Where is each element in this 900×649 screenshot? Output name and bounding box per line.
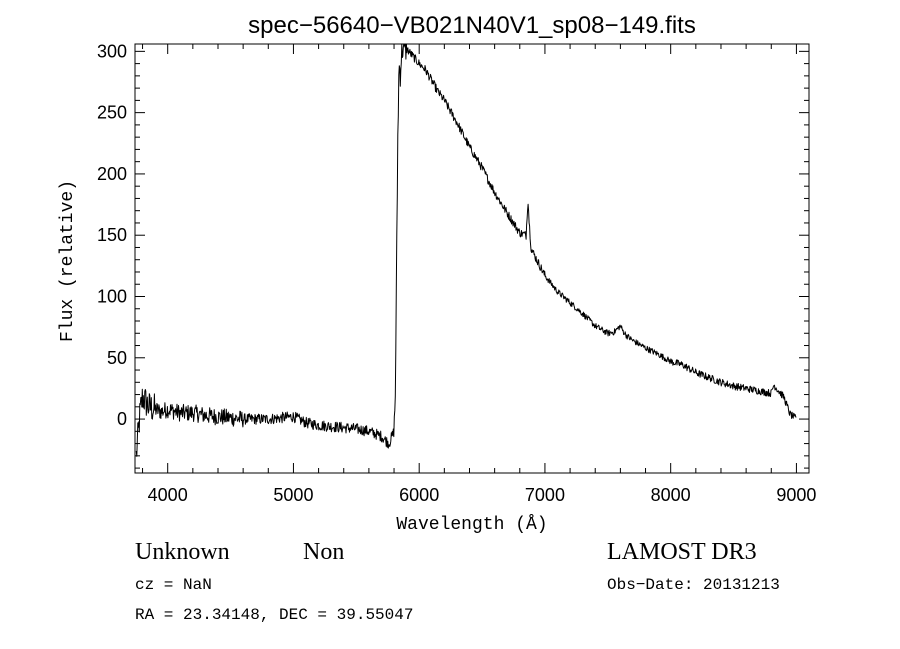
y-tick-label: 250: [97, 103, 127, 123]
y-tick-label: 100: [97, 286, 127, 306]
y-tick-label: 300: [97, 41, 127, 61]
chart-title: spec−56640−VB021N40V1_sp08−149.fits: [248, 12, 696, 39]
y-axis-ticks: 0 50 100 150 200 250 300: [97, 41, 809, 469]
y-tick-label: 50: [107, 348, 127, 368]
y-axis-label: Flux (relative): [58, 180, 78, 342]
y-tick-label: 150: [97, 225, 127, 245]
x-tick-label: 8000: [651, 485, 691, 505]
x-tick-label: 9000: [776, 485, 816, 505]
plot-frame: [134, 43, 810, 474]
x-axis-ticks: 4000 5000 6000 7000 8000 9000: [142, 44, 816, 505]
survey-label: LAMOST DR3: [607, 539, 757, 565]
class-label: Unknown: [135, 539, 230, 565]
y-tick-label: 0: [117, 409, 127, 429]
x-tick-label: 6000: [399, 485, 439, 505]
y-tick-label: 200: [97, 164, 127, 184]
subclass-label: Non: [303, 539, 344, 565]
x-tick-label: 7000: [525, 485, 565, 505]
x-tick-label: 5000: [273, 485, 313, 505]
coordinates: RA = 23.34148, DEC = 39.55047: [135, 606, 413, 624]
x-axis-label: Wavelength (Å): [396, 514, 547, 535]
spectrum-line: [135, 43, 797, 457]
x-tick-label: 4000: [148, 485, 188, 505]
obs-date: Obs−Date: 20131213: [607, 576, 780, 594]
cz-value: cz = NaN: [135, 576, 212, 594]
